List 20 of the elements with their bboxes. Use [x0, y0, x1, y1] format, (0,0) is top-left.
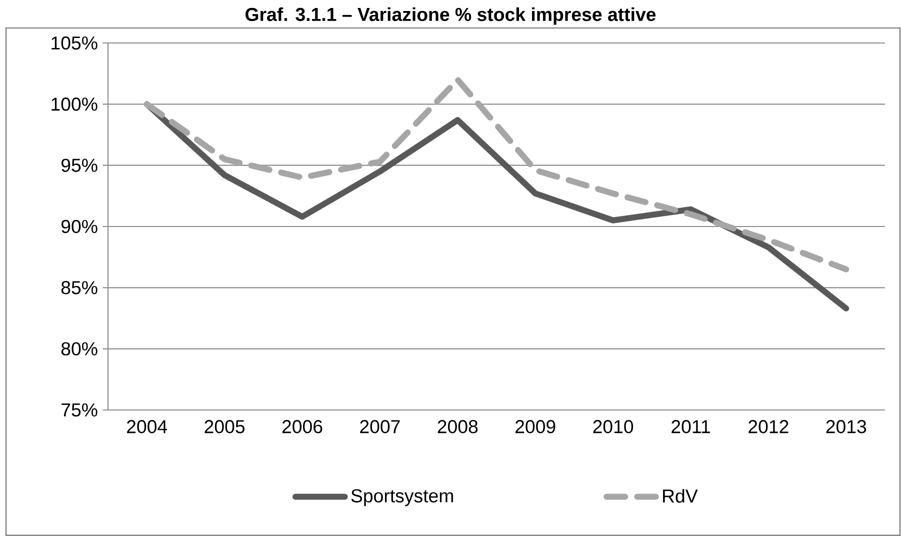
x-tick-label: 2010	[593, 420, 634, 434]
x-tick-label: 2006	[282, 420, 322, 434]
x-tick-label: 2011	[672, 420, 710, 434]
y-tick-label: 100%	[52, 98, 98, 111]
y-tick-label: 105%	[52, 36, 98, 50]
x-tick-label: 2005	[204, 420, 245, 434]
legend-label: RdV	[663, 488, 698, 503]
x-tick-label: 2008	[438, 420, 478, 434]
x-tick-label: 2009	[516, 420, 556, 434]
chart-title: Graf. 3.1.1 – Variazione % stock imprese attive	[246, 7, 656, 25]
legend-label: Sportsystem	[351, 489, 453, 506]
y-tick-label: 85%	[61, 281, 98, 294]
x-tick-label: 2007	[360, 420, 400, 434]
y-tick-label: 75%	[62, 403, 98, 417]
x-tick-label: 2012	[748, 420, 788, 434]
x-tick-label: 2013	[826, 420, 866, 434]
y-tick-label: 95%	[61, 158, 98, 172]
y-tick-label: 90%	[61, 220, 98, 234]
y-tick-label: 80%	[61, 342, 98, 356]
x-tick-label: 2004	[127, 420, 168, 434]
